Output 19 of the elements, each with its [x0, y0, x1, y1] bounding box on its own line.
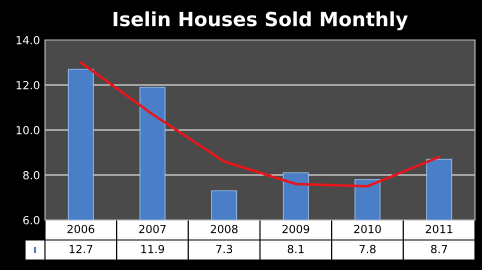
y-tick-label: 12.0	[16, 80, 40, 90]
data-label: 8.1	[288, 244, 304, 254]
data-label: 12.7	[70, 244, 92, 254]
y-tick-label: 6.0	[23, 216, 40, 224]
y-tick-label: 8.0	[23, 170, 40, 180]
x-tick-label: 2010	[354, 224, 381, 234]
data-label: 7.3	[216, 244, 232, 254]
x-tick-label: 2009	[282, 224, 310, 234]
chart-title: Iselin Houses Sold Monthly	[114, 11, 408, 30]
x-tick-label: 2008	[210, 224, 238, 234]
data-label: 8.7	[431, 244, 448, 254]
y-tick-label: 10.0	[16, 126, 40, 134]
x-tick-label: 2006	[68, 224, 94, 234]
x-tick-label: 2007	[139, 224, 166, 234]
y-tick-label: 14.0	[16, 36, 40, 44]
data-label: 11.9	[141, 244, 164, 254]
data-label: 7.8	[360, 244, 376, 254]
x-tick-label: 2011	[426, 224, 452, 234]
line-series	[80, 61, 440, 188]
